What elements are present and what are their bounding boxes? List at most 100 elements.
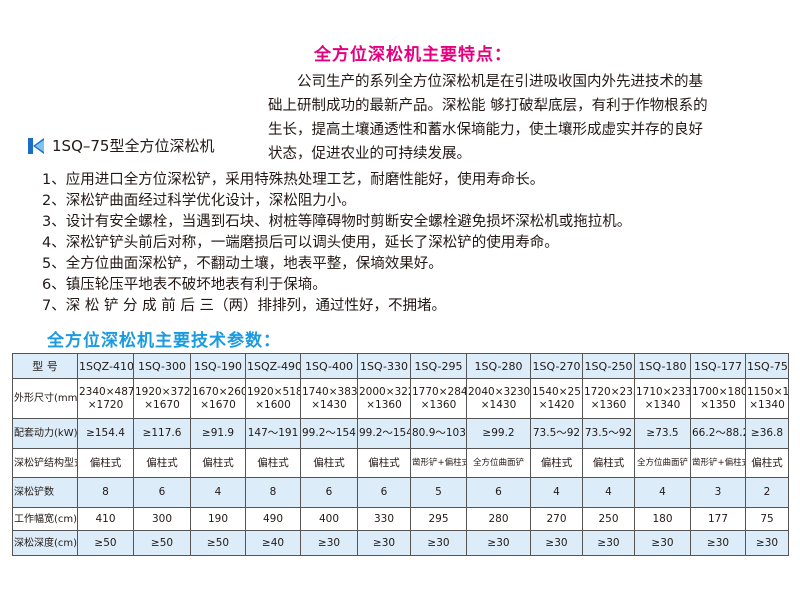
table-cell: 73.5～92 <box>582 418 635 449</box>
table-cell: 偏柱式 <box>582 448 635 478</box>
table-cell: 177 <box>690 507 746 531</box>
table-cell: ≥30 <box>357 530 411 556</box>
table-cell: 8 <box>77 477 134 508</box>
table-cell: 1700×1800 ×1350 <box>690 378 746 419</box>
table-cell: 8 <box>245 477 301 508</box>
intro-line: 生长，提高土壤通透性和蓄水保墒能力，使土壤形成虚实并存的良好 <box>268 122 703 138</box>
params-title: 全方位深松机主要技术参数： <box>47 331 281 351</box>
table-cell: 410 <box>77 507 134 531</box>
table-cell: ≥50 <box>77 530 134 556</box>
table-cell: 1SQ-280 <box>466 353 531 379</box>
row-label: 深松铲数 <box>12 477 78 508</box>
table-cell: 1770×2840 ×1360 <box>410 378 467 419</box>
table-cell: 300 <box>133 507 191 531</box>
feature-item: 1、应用进口全方位深松铲，采用特殊热处理工艺，耐磨性能好，使用寿命长。 <box>42 172 545 188</box>
features-title: 全方位深松机主要特点： <box>314 45 512 65</box>
table-cell: 190 <box>190 507 246 531</box>
table-cell: 6 <box>357 477 411 508</box>
table-cell: 6 <box>300 477 358 508</box>
table-cell: 偏柱式 <box>530 448 583 478</box>
table-cell: 1540×2570 ×1420 <box>530 378 583 419</box>
row-label: 配套动力(kW) <box>12 418 78 449</box>
row-label: 工作幅宽(cm) <box>12 507 78 531</box>
table-cell: ≥30 <box>582 530 635 556</box>
table-cell: 80.9～103 <box>410 418 467 449</box>
table-cell: 1740×3830 ×1430 <box>300 378 358 419</box>
table-row: 深松深度(cm) ≥50 ≥50 ≥50 ≥40 ≥30 ≥30 ≥30 ≥30 ≥30 ≥30 ≥3… <box>12 530 789 556</box>
table-cell: 270 <box>530 507 583 531</box>
table-cell: 6 <box>133 477 191 508</box>
table-cell: 4 <box>582 477 635 508</box>
table-cell: ≥50 <box>190 530 246 556</box>
table-cell: 5 <box>410 477 467 508</box>
table-cell: 4 <box>634 477 691 508</box>
table-cell: 400 <box>300 507 358 531</box>
table-cell: 6 <box>466 477 531 508</box>
feature-item: 6、镇压轮压平地表不破坏地表有利于保墒。 <box>42 277 327 293</box>
table-cell: ≥36.8 <box>745 418 789 449</box>
feature-item: 7、深 松 铲 分 成 前 后 三（两）排排列，通过性好，不拥堵。 <box>42 298 446 314</box>
table-cell: ≥73.5 <box>634 418 691 449</box>
table-cell: ≥154.4 <box>77 418 134 449</box>
table-cell: 147～191 <box>245 418 301 449</box>
table-cell: 4 <box>190 477 246 508</box>
table-cell: 1SQ-190 <box>190 353 246 379</box>
table-cell: 1SQ-180 <box>634 353 691 379</box>
table-cell: ≥30 <box>690 530 746 556</box>
table-cell: 295 <box>410 507 467 531</box>
row-label: 深松深度(cm) <box>12 530 78 556</box>
table-cell: 1SQ-300 <box>133 353 191 379</box>
table-cell: 1SQZ-410 <box>77 353 134 379</box>
feature-item: 2、深松铲曲面经过科学优化设计，深松阻力小。 <box>42 193 356 209</box>
table-cell: 180 <box>634 507 691 531</box>
table-cell: 1SQ-177 <box>690 353 746 379</box>
table-cell: 偏柱式 <box>745 448 789 478</box>
table-cell: 偏柱式 <box>133 448 191 478</box>
table-cell: 73.5～92 <box>530 418 583 449</box>
table-cell: 1150×1350 ×1340 <box>745 378 789 419</box>
table-cell: 凿形铲+偏柱式 <box>410 448 467 478</box>
table-cell: 偏柱式 <box>245 448 301 478</box>
row-label: 型 号 <box>12 353 78 379</box>
table-row: 深松铲结构型式 偏柱式 偏柱式 偏柱式 偏柱式 偏柱式 偏柱式 凿形铲+偏柱式 全方位曲面铲 偏柱… <box>12 448 789 478</box>
table-cell: 2040×3230 ×1430 <box>466 378 531 419</box>
table-cell: 全方位曲面铲 <box>466 448 531 478</box>
intro-paragraph: 公司生产的系列全方位深松机是在引进吸收国内外先进技术的基 础上研制成功的最新产品。… <box>268 70 788 166</box>
table-cell: 1SQ-295 <box>410 353 467 379</box>
table-cell: ≥91.9 <box>190 418 246 449</box>
table-cell: 490 <box>245 507 301 531</box>
table-cell: 1920×3720 ×1670 <box>133 378 191 419</box>
table-cell: 2000×3220 ×1360 <box>357 378 411 419</box>
table-row: 深松铲数 8 6 4 8 6 6 5 6 4 4 4 3 2 <box>12 477 789 508</box>
table-cell: 偏柱式 <box>190 448 246 478</box>
table-cell: ≥99.2 <box>466 418 531 449</box>
table-cell: 全方位曲面铲 <box>634 448 691 478</box>
table-cell: 2340×4870 ×1720 <box>77 378 134 419</box>
table-cell: 99.2～154.4 <box>300 418 358 449</box>
table-cell: ≥30 <box>410 530 467 556</box>
table-cell: 1920×5180 ×1600 <box>245 378 301 419</box>
feature-item: 5、全方位曲面深松铲，不翻动土壤，地表平整，保墒效果好。 <box>42 256 443 272</box>
row-label: 外形尺寸(mm) <box>12 378 78 419</box>
table-cell: ≥30 <box>300 530 358 556</box>
table-cell: 3 <box>690 477 746 508</box>
table-cell: 280 <box>466 507 531 531</box>
table-cell: ≥117.6 <box>133 418 191 449</box>
table-cell: 330 <box>357 507 411 531</box>
table-cell: 1710×2330 ×1340 <box>634 378 691 419</box>
feature-list: 1、应用进口全方位深松铲，采用特殊热处理工艺，耐磨性能好，使用寿命长。 2、深松铲… <box>42 170 631 317</box>
intro-line: 础上研制成功的最新产品。深松能 够打破犁底层，有利于作物根系的 <box>268 98 708 114</box>
table-cell: 1SQZ-490 <box>245 353 301 379</box>
table-cell: 4 <box>530 477 583 508</box>
table-cell: 1SQ-330 <box>357 353 411 379</box>
table-cell: 66.2～88.2 <box>690 418 746 449</box>
table-cell: 1SQ-400 <box>300 353 358 379</box>
table-row: 配套动力(kW) ≥154.4 ≥117.6 ≥91.9 147～191 99.2～154… <box>12 418 789 449</box>
table-cell: ≥30 <box>530 530 583 556</box>
brand-logo-icon <box>28 137 44 154</box>
row-label: 深松铲结构型式 <box>12 448 78 478</box>
table-cell: 250 <box>582 507 635 531</box>
table-cell: 99.2～154.4 <box>357 418 411 449</box>
table-cell: 偏柱式 <box>357 448 411 478</box>
